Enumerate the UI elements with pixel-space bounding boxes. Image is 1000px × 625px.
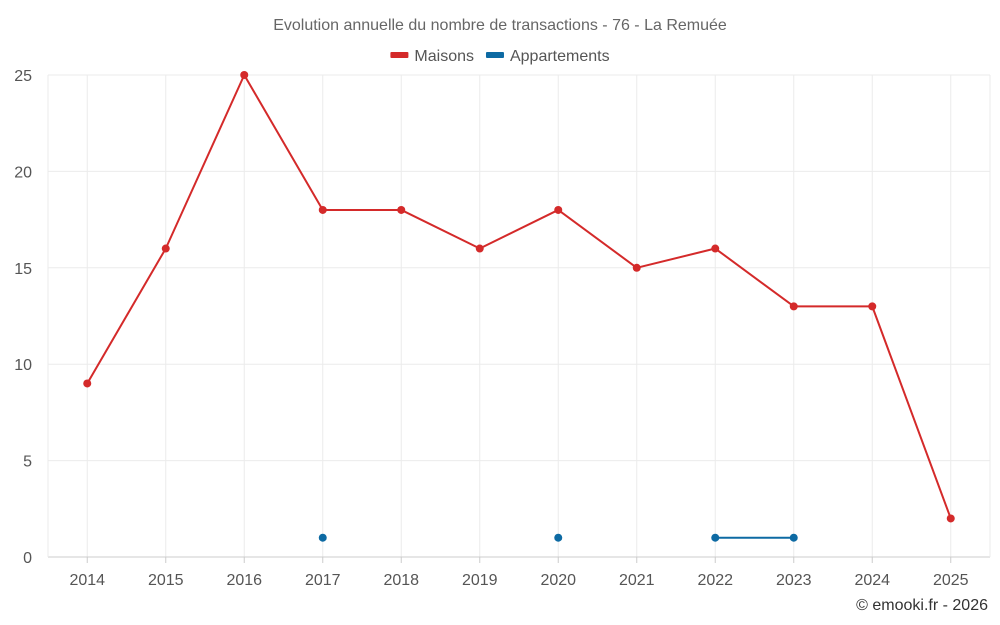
data-point[interactable]	[318, 205, 327, 214]
series-layer	[83, 71, 955, 542]
data-point[interactable]	[946, 514, 955, 523]
data-point[interactable]	[632, 263, 641, 272]
axes	[47, 75, 991, 558]
x-tick-label: 2025	[933, 572, 969, 589]
y-tick-label: 20	[14, 164, 32, 181]
legend: Maisons Appartements	[390, 48, 610, 65]
legend-swatch	[485, 52, 504, 58]
data-point[interactable]	[789, 302, 798, 311]
x-tick-label: 2019	[462, 572, 498, 589]
data-point[interactable]	[318, 533, 327, 542]
y-tick-label: 0	[23, 550, 32, 567]
data-point[interactable]	[789, 533, 798, 542]
series-line	[86, 74, 952, 519]
x-tick-label: 2024	[854, 572, 890, 589]
data-point[interactable]	[554, 205, 563, 214]
y-tick-labels: 0 5 10 15 20 25	[14, 68, 32, 567]
x-tick-labels: 2014 2015 2016 2017 2018 2019 2020 2021 2022 2023…	[69, 572, 968, 589]
data-point[interactable]	[475, 244, 484, 253]
data-point[interactable]	[83, 379, 92, 388]
series-appartements	[318, 533, 798, 542]
credit-text: © emooki.fr - 2026	[856, 597, 988, 614]
legend-item-maisons[interactable]: Maisons	[390, 48, 474, 65]
x-tick-label: 2017	[305, 572, 341, 589]
x-tick-label: 2016	[226, 572, 262, 589]
data-point[interactable]	[161, 244, 170, 253]
legend-label: Appartements	[510, 48, 610, 65]
y-tick-label: 10	[14, 357, 32, 374]
data-point[interactable]	[711, 533, 720, 542]
data-point[interactable]	[711, 244, 720, 253]
legend-swatch	[390, 52, 409, 58]
x-tick-label: 2022	[697, 572, 733, 589]
x-tick-label: 2021	[619, 572, 655, 589]
data-point[interactable]	[397, 205, 406, 214]
x-tick-label: 2014	[69, 572, 105, 589]
y-tick-label: 5	[23, 454, 32, 471]
data-point[interactable]	[554, 533, 563, 542]
data-point[interactable]	[240, 71, 249, 79]
y-tick-label: 25	[14, 68, 32, 85]
data-point[interactable]	[868, 302, 877, 311]
x-tick-label: 2020	[540, 572, 576, 589]
y-tick-label: 15	[14, 261, 32, 278]
legend-label: Maisons	[414, 48, 474, 65]
chart-title: Evolution annuelle du nombre de transact…	[273, 17, 727, 34]
series-maisons	[83, 71, 955, 523]
x-gridlines	[86, 75, 952, 563]
y-gridlines	[48, 74, 990, 462]
x-tick-label: 2018	[383, 572, 419, 589]
x-tick-label: 2023	[776, 572, 812, 589]
legend-item-appartements[interactable]: Appartements	[485, 48, 610, 65]
x-tick-label: 2015	[148, 572, 184, 589]
